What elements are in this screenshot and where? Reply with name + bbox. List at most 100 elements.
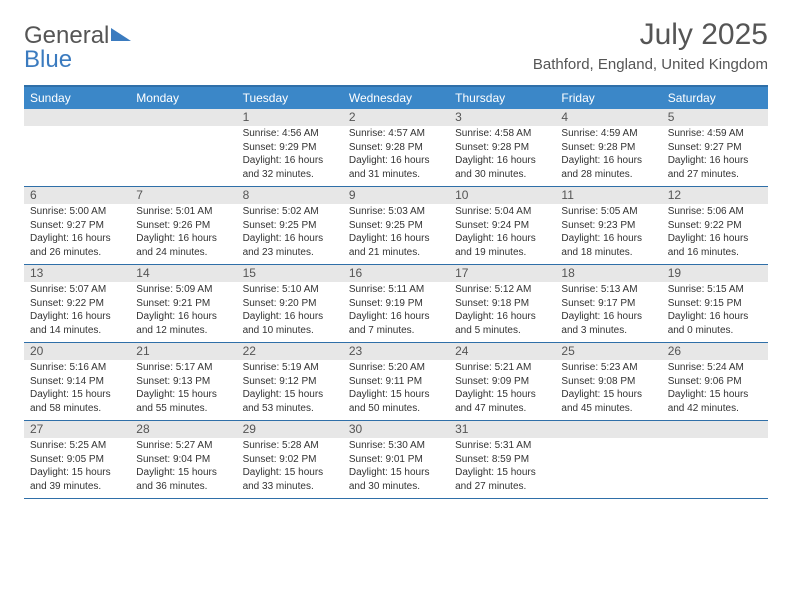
day-content: Sunrise: 5:21 AMSunset: 9:09 PMDaylight:…	[449, 360, 555, 420]
dow-wednesday: Wednesday	[343, 87, 449, 109]
sunset-text: Sunset: 9:12 PM	[243, 375, 337, 389]
day-number: 14	[130, 265, 236, 282]
daylight-text: Daylight: 16 hours and 19 minutes.	[455, 232, 549, 259]
day-content: Sunrise: 5:16 AMSunset: 9:14 PMDaylight:…	[24, 360, 130, 420]
day-number: 13	[24, 265, 130, 282]
day-cell: 24Sunrise: 5:21 AMSunset: 9:09 PMDayligh…	[449, 343, 555, 420]
location: Bathford, England, United Kingdom	[533, 56, 768, 73]
day-content	[130, 126, 236, 184]
day-content: Sunrise: 4:57 AMSunset: 9:28 PMDaylight:…	[343, 126, 449, 186]
sunset-text: Sunset: 9:21 PM	[136, 297, 230, 311]
day-cell	[130, 109, 236, 186]
sunset-text: Sunset: 9:02 PM	[243, 453, 337, 467]
logo-triangle-icon	[111, 28, 131, 41]
daylight-text: Daylight: 16 hours and 16 minutes.	[668, 232, 762, 259]
day-number: 24	[449, 343, 555, 360]
brand-text: General Blue	[24, 24, 131, 72]
calendar-grid: Sunday Monday Tuesday Wednesday Thursday…	[24, 85, 768, 499]
day-cell: 11Sunrise: 5:05 AMSunset: 9:23 PMDayligh…	[555, 187, 661, 264]
sunset-text: Sunset: 9:23 PM	[561, 219, 655, 233]
day-number: 17	[449, 265, 555, 282]
day-number: 26	[662, 343, 768, 360]
sunrise-text: Sunrise: 5:10 AM	[243, 283, 337, 297]
day-number: 8	[237, 187, 343, 204]
day-number: 3	[449, 109, 555, 126]
day-number	[555, 421, 661, 438]
day-number: 1	[237, 109, 343, 126]
daylight-text: Daylight: 15 hours and 27 minutes.	[455, 466, 549, 493]
sunrise-text: Sunrise: 4:59 AM	[668, 127, 762, 141]
daylight-text: Daylight: 15 hours and 55 minutes.	[136, 388, 230, 415]
daylight-text: Daylight: 16 hours and 10 minutes.	[243, 310, 337, 337]
day-content	[24, 126, 130, 184]
sunrise-text: Sunrise: 5:04 AM	[455, 205, 549, 219]
day-content: Sunrise: 4:58 AMSunset: 9:28 PMDaylight:…	[449, 126, 555, 186]
day-cell: 15Sunrise: 5:10 AMSunset: 9:20 PMDayligh…	[237, 265, 343, 342]
day-content: Sunrise: 5:09 AMSunset: 9:21 PMDaylight:…	[130, 282, 236, 342]
dow-friday: Friday	[555, 87, 661, 109]
day-content: Sunrise: 5:03 AMSunset: 9:25 PMDaylight:…	[343, 204, 449, 264]
day-cell: 23Sunrise: 5:20 AMSunset: 9:11 PMDayligh…	[343, 343, 449, 420]
day-cell: 26Sunrise: 5:24 AMSunset: 9:06 PMDayligh…	[662, 343, 768, 420]
daylight-text: Daylight: 16 hours and 27 minutes.	[668, 154, 762, 181]
sunrise-text: Sunrise: 5:02 AM	[243, 205, 337, 219]
sunrise-text: Sunrise: 5:05 AM	[561, 205, 655, 219]
day-cell: 12Sunrise: 5:06 AMSunset: 9:22 PMDayligh…	[662, 187, 768, 264]
day-cell: 7Sunrise: 5:01 AMSunset: 9:26 PMDaylight…	[130, 187, 236, 264]
daylight-text: Daylight: 15 hours and 33 minutes.	[243, 466, 337, 493]
sunset-text: Sunset: 9:19 PM	[349, 297, 443, 311]
sunrise-text: Sunrise: 5:07 AM	[30, 283, 124, 297]
sunrise-text: Sunrise: 4:58 AM	[455, 127, 549, 141]
sunset-text: Sunset: 9:28 PM	[349, 141, 443, 155]
day-number: 7	[130, 187, 236, 204]
brand-logo: General Blue	[24, 24, 131, 72]
dow-thursday: Thursday	[449, 87, 555, 109]
day-cell: 5Sunrise: 4:59 AMSunset: 9:27 PMDaylight…	[662, 109, 768, 186]
day-cell: 20Sunrise: 5:16 AMSunset: 9:14 PMDayligh…	[24, 343, 130, 420]
day-number	[24, 109, 130, 126]
day-cell: 29Sunrise: 5:28 AMSunset: 9:02 PMDayligh…	[237, 421, 343, 498]
sunset-text: Sunset: 9:14 PM	[30, 375, 124, 389]
day-number: 11	[555, 187, 661, 204]
day-number: 18	[555, 265, 661, 282]
day-number: 4	[555, 109, 661, 126]
day-number: 19	[662, 265, 768, 282]
day-number: 23	[343, 343, 449, 360]
day-content: Sunrise: 5:10 AMSunset: 9:20 PMDaylight:…	[237, 282, 343, 342]
daylight-text: Daylight: 15 hours and 50 minutes.	[349, 388, 443, 415]
sunrise-text: Sunrise: 5:25 AM	[30, 439, 124, 453]
week-row: 6Sunrise: 5:00 AMSunset: 9:27 PMDaylight…	[24, 187, 768, 265]
sunset-text: Sunset: 9:24 PM	[455, 219, 549, 233]
daylight-text: Daylight: 16 hours and 32 minutes.	[243, 154, 337, 181]
day-cell: 10Sunrise: 5:04 AMSunset: 9:24 PMDayligh…	[449, 187, 555, 264]
day-number: 28	[130, 421, 236, 438]
daylight-text: Daylight: 16 hours and 24 minutes.	[136, 232, 230, 259]
day-number: 10	[449, 187, 555, 204]
day-number: 29	[237, 421, 343, 438]
day-number: 27	[24, 421, 130, 438]
day-content: Sunrise: 5:13 AMSunset: 9:17 PMDaylight:…	[555, 282, 661, 342]
header: General Blue July 2025 Bathford, England…	[24, 18, 768, 73]
sunset-text: Sunset: 9:22 PM	[30, 297, 124, 311]
daylight-text: Daylight: 16 hours and 7 minutes.	[349, 310, 443, 337]
day-cell: 17Sunrise: 5:12 AMSunset: 9:18 PMDayligh…	[449, 265, 555, 342]
day-number: 25	[555, 343, 661, 360]
day-cell: 28Sunrise: 5:27 AMSunset: 9:04 PMDayligh…	[130, 421, 236, 498]
day-content	[555, 438, 661, 496]
day-cell	[555, 421, 661, 498]
sunset-text: Sunset: 9:28 PM	[455, 141, 549, 155]
day-content	[662, 438, 768, 496]
day-cell	[24, 109, 130, 186]
sunrise-text: Sunrise: 5:12 AM	[455, 283, 549, 297]
day-cell: 31Sunrise: 5:31 AMSunset: 8:59 PMDayligh…	[449, 421, 555, 498]
sunset-text: Sunset: 9:29 PM	[243, 141, 337, 155]
day-content: Sunrise: 5:07 AMSunset: 9:22 PMDaylight:…	[24, 282, 130, 342]
day-cell: 19Sunrise: 5:15 AMSunset: 9:15 PMDayligh…	[662, 265, 768, 342]
sunset-text: Sunset: 8:59 PM	[455, 453, 549, 467]
daylight-text: Daylight: 16 hours and 26 minutes.	[30, 232, 124, 259]
day-cell: 6Sunrise: 5:00 AMSunset: 9:27 PMDaylight…	[24, 187, 130, 264]
sunrise-text: Sunrise: 5:06 AM	[668, 205, 762, 219]
calendar-page: General Blue July 2025 Bathford, England…	[0, 0, 792, 499]
day-number: 9	[343, 187, 449, 204]
day-content: Sunrise: 5:31 AMSunset: 8:59 PMDaylight:…	[449, 438, 555, 498]
